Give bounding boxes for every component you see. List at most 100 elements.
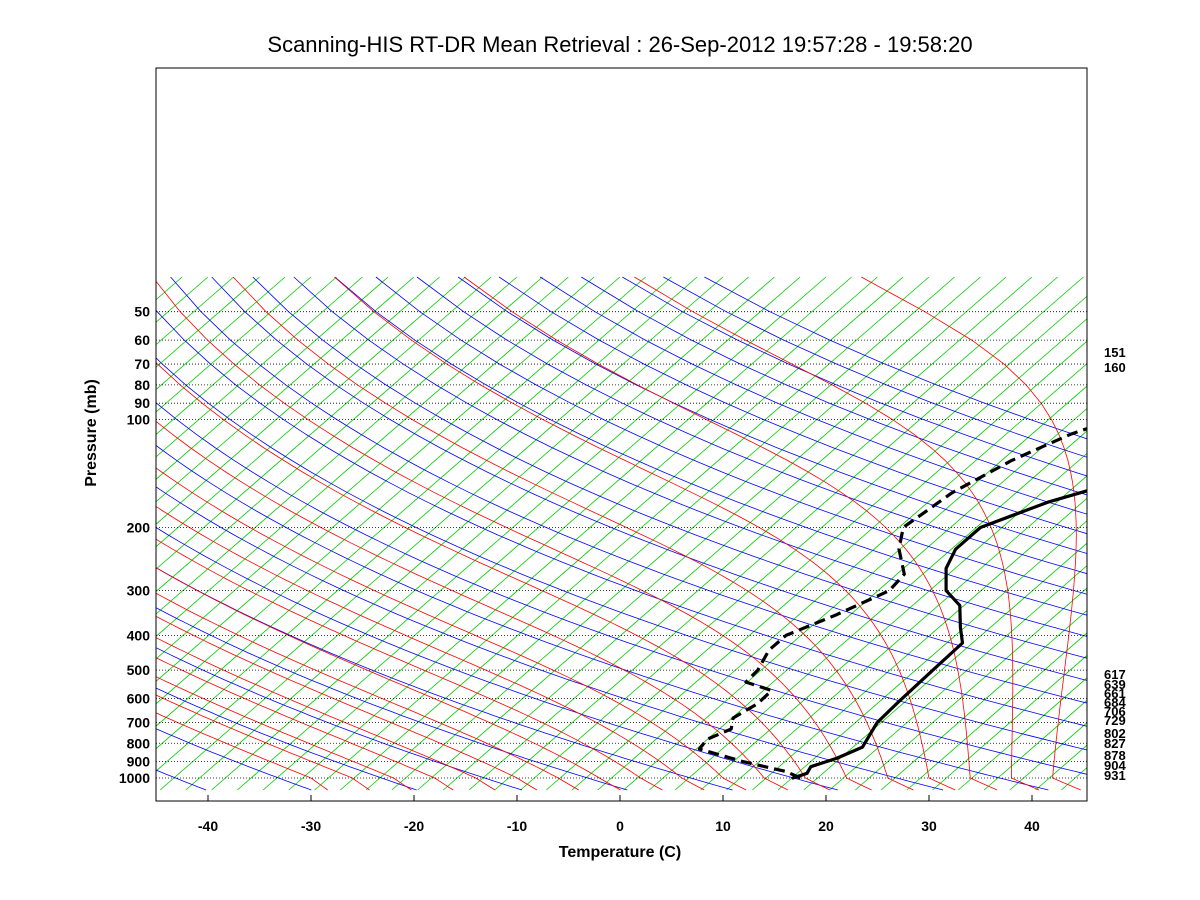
mixing-ratio-line bbox=[0, 277, 79, 790]
y-axis-label: Pressure (mb) bbox=[83, 379, 100, 487]
x-tick-label: 30 bbox=[921, 818, 937, 834]
y-tick-label: 500 bbox=[127, 662, 151, 678]
mixing-ratio-line bbox=[237, 276, 827, 791]
mixing-ratio-line bbox=[314, 276, 904, 791]
mixing-ratio-line bbox=[0, 277, 2, 790]
mixing-ratio-line bbox=[156, 276, 569, 637]
dry-adiabat-line bbox=[334, 276, 1087, 616]
dewpoint-profile-line bbox=[697, 426, 1087, 780]
mixing-ratio-line bbox=[417, 276, 1007, 791]
mixing-ratio-line bbox=[829, 565, 1087, 791]
mixing-ratio-line bbox=[156, 276, 595, 660]
mixing-ratio-line bbox=[777, 520, 1087, 791]
right-level-label: 878 bbox=[1104, 748, 1126, 763]
mixing-ratio-line bbox=[649, 407, 1087, 791]
moist-adiabat-line bbox=[861, 276, 1081, 791]
dry-adiabat-line bbox=[156, 728, 312, 791]
moist-adiabat-line bbox=[156, 712, 328, 791]
mixing-ratio-line bbox=[752, 497, 1087, 791]
mixing-ratio-line bbox=[571, 340, 1087, 791]
moist-adiabat-line bbox=[156, 467, 747, 791]
x-tick-label: 0 bbox=[616, 818, 624, 834]
mixing-ratio-line bbox=[958, 677, 1087, 791]
mixing-ratio-line bbox=[262, 276, 852, 791]
y-tick-label: 50 bbox=[134, 304, 150, 320]
dry-adiabat-line bbox=[156, 309, 1087, 727]
y-tick-label: 400 bbox=[127, 627, 151, 643]
right-level-label: 639 bbox=[1104, 677, 1126, 692]
dry-adiabat-line bbox=[156, 647, 523, 791]
profile-lines bbox=[697, 426, 1087, 780]
right-level-label: 617 bbox=[1104, 667, 1126, 682]
background-lines bbox=[0, 276, 1200, 791]
moist-adiabat-line bbox=[156, 361, 830, 791]
mixing-ratio-line bbox=[674, 430, 1087, 791]
dry-adiabat-line bbox=[293, 276, 1087, 637]
mixing-ratio-line bbox=[700, 452, 1087, 791]
moist-adiabat-line bbox=[156, 567, 621, 791]
mixing-ratio-line bbox=[1190, 277, 1200, 790]
x-tick-label: -10 bbox=[507, 818, 527, 834]
dry-adiabat-line bbox=[170, 276, 1087, 704]
moist-adiabat-line bbox=[156, 505, 705, 791]
mixing-ratio-line bbox=[156, 276, 363, 458]
chart-title: Scanning-HIS RT-DR Mean Retrieval : 26-S… bbox=[267, 32, 972, 57]
y-tick-label: 80 bbox=[134, 377, 150, 393]
mixing-ratio-line bbox=[855, 587, 1087, 791]
mixing-ratio-line bbox=[880, 609, 1087, 791]
mixing-ratio-line bbox=[156, 276, 672, 727]
right-level-label: 684 bbox=[1104, 695, 1126, 710]
mixing-ratio-line bbox=[156, 276, 646, 705]
moist-adiabat-line bbox=[156, 615, 538, 791]
plot-frame bbox=[155, 67, 1088, 802]
moist-adiabat-line bbox=[463, 276, 998, 791]
y-tick-label: 200 bbox=[127, 519, 151, 535]
x-tick-label: 20 bbox=[818, 818, 834, 834]
x-tick-label: -20 bbox=[404, 818, 424, 834]
mixing-ratio-line bbox=[288, 276, 878, 791]
dry-adiabat-line bbox=[211, 276, 1087, 681]
dry-adiabat-line bbox=[156, 607, 628, 791]
mixing-ratio-line bbox=[156, 276, 260, 368]
y-tick-label: 900 bbox=[127, 754, 151, 770]
right-level-label: 706 bbox=[1104, 704, 1126, 719]
dry-adiabat-line bbox=[156, 444, 1049, 791]
mixing-ratio-line bbox=[0, 277, 28, 790]
mixing-ratio-line bbox=[520, 295, 1087, 791]
mixing-ratio-line bbox=[546, 318, 1087, 791]
x-tick-label: -30 bbox=[301, 818, 321, 834]
isobar-lines bbox=[156, 311, 1087, 779]
mixing-ratio-line bbox=[156, 276, 621, 682]
moist-adiabat-line bbox=[156, 637, 496, 791]
y-tick-label: 600 bbox=[127, 690, 151, 706]
dry-adiabat-line bbox=[156, 567, 733, 791]
mixing-ratio-line bbox=[185, 276, 775, 791]
dry-adiabat-line bbox=[457, 276, 1087, 554]
dry-adiabat-line bbox=[156, 357, 1087, 751]
moist-adiabat-line bbox=[156, 676, 412, 791]
mixing-ratio-line bbox=[906, 632, 1087, 791]
dry-adiabat-line bbox=[156, 687, 417, 791]
right-level-label: 151 bbox=[1104, 345, 1126, 360]
mixing-ratio-line bbox=[156, 276, 415, 503]
right-level-label: 931 bbox=[1104, 768, 1126, 783]
mixing-ratio-line bbox=[156, 276, 466, 548]
mixing-ratio-line bbox=[340, 276, 930, 791]
mixing-ratio-line bbox=[156, 276, 337, 435]
mixing-ratio-line bbox=[156, 276, 389, 480]
y-tick-label: 1000 bbox=[119, 770, 150, 786]
mixing-ratio-line bbox=[156, 276, 183, 301]
plot-area bbox=[156, 68, 1087, 801]
mixing-ratio-line bbox=[0, 277, 131, 790]
y-tick-label: 100 bbox=[127, 412, 151, 428]
moist-adiabat-line bbox=[156, 280, 872, 791]
mixing-ratio-line bbox=[468, 276, 1058, 791]
y-tick-label: 800 bbox=[127, 735, 151, 751]
mixing-ratio-line bbox=[1164, 277, 1200, 790]
x-tick-label: 40 bbox=[1024, 818, 1040, 834]
mixing-ratio-line bbox=[156, 276, 286, 391]
mixing-ratio-line bbox=[1139, 277, 1200, 790]
mixing-ratio-line bbox=[803, 542, 1087, 791]
